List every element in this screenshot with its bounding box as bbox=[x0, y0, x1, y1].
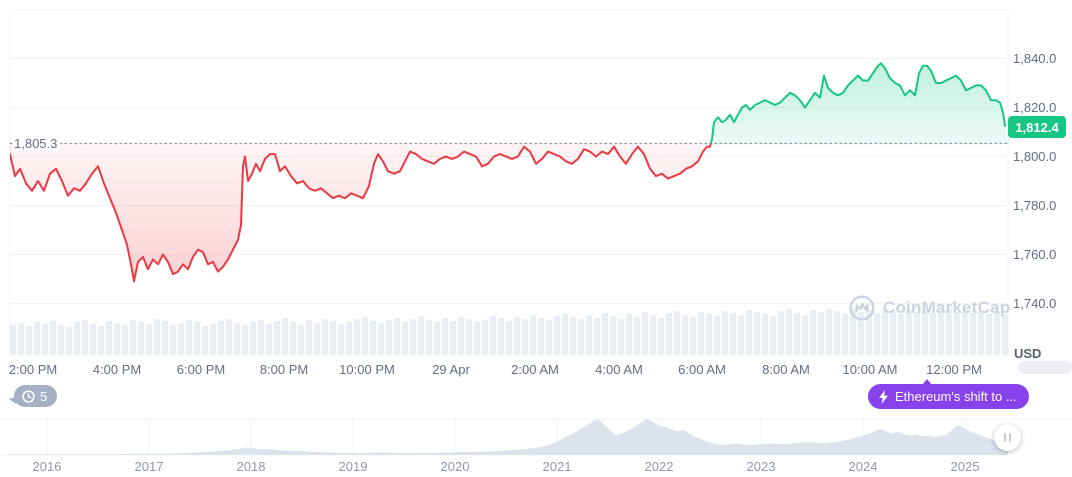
horizontal-scrollbar-thumb[interactable] bbox=[1018, 361, 1072, 374]
volume-bars bbox=[10, 309, 1008, 355]
price-line-series[interactable] bbox=[10, 62, 1008, 283]
clock-icon bbox=[22, 389, 35, 403]
handle-grip-bar bbox=[1004, 433, 1006, 442]
range-navigator[interactable] bbox=[0, 418, 1072, 456]
annotation-text: Ethereum's shift to ... bbox=[895, 389, 1017, 404]
events-history-badge[interactable]: 5 bbox=[14, 385, 58, 407]
events-count: 5 bbox=[40, 388, 48, 404]
handle-grip-bar bbox=[1009, 433, 1011, 442]
lightning-icon bbox=[879, 389, 888, 404]
navigator-drag-handle[interactable] bbox=[994, 424, 1021, 451]
news-annotation-badge[interactable]: Ethereum's shift to ... bbox=[868, 379, 1029, 409]
navigator-price-silhouette bbox=[10, 419, 1008, 455]
